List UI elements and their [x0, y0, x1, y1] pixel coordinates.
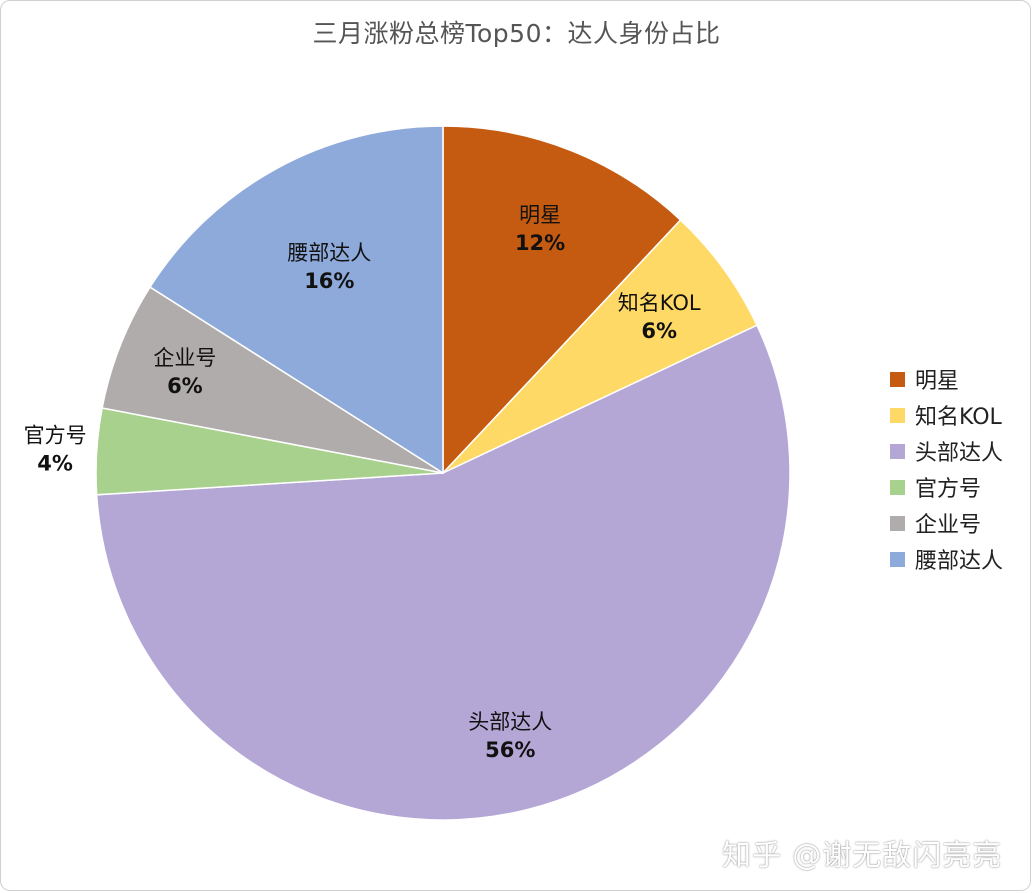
pie-slice-3: [95, 324, 791, 821]
watermark: 知乎 @谢无敌闪亮亮: [722, 838, 1003, 872]
slice-label-name-3: 头部达人: [468, 710, 552, 734]
chart-title: 三月涨粉总榜Top50：达人身份占比: [312, 19, 721, 48]
slice-label-value-2: 6%: [641, 319, 677, 343]
pie-slice-6: [148, 125, 444, 475]
legend-item-4: 官方号: [890, 469, 1003, 505]
legend-item-6: 腰部达人: [890, 541, 1003, 577]
legend-swatch-3: [890, 443, 905, 459]
pie-slice-1: [442, 125, 682, 475]
legend-label-1: 明星: [915, 369, 960, 394]
slice-label-value-4: 4%: [37, 452, 73, 476]
legend-swatch-4: [890, 479, 905, 495]
legend-swatch-1: [890, 371, 905, 387]
legend-label-2: 知名KOL: [915, 405, 1002, 430]
legend-label-4: 官方号: [915, 477, 982, 502]
chart-legend: 明星知名KOL 头部达人官方号企业号腰部达人: [890, 361, 1003, 577]
legend-item-3: 头部达人: [890, 433, 1003, 469]
legend-item-2: 知名KOL: [890, 397, 1003, 433]
legend-label-5: 企业号: [915, 513, 982, 538]
legend-label-3: 头部达人: [915, 441, 1004, 466]
slice-label-value-5: 6%: [167, 374, 203, 398]
legend-item-1: 明星: [890, 361, 1003, 397]
slice-label-value-1: 12%: [515, 231, 565, 255]
slice-label-name-6: 腰部达人: [287, 241, 371, 265]
legend-item-5: 企业号: [890, 505, 1003, 541]
pie-slice-2: [442, 218, 758, 474]
legend-swatch-5: [890, 515, 905, 531]
slice-label-name-4: 官方号: [24, 424, 87, 448]
slice-label-value-6: 16%: [304, 269, 354, 293]
slice-label-name-5: 企业号: [153, 346, 216, 370]
legend-swatch-2: [890, 407, 905, 423]
slice-label-value-3: 56%: [485, 738, 535, 762]
slice-label-name-2: 知名KOL: [618, 291, 701, 315]
legend-swatch-6: [890, 551, 905, 567]
slice-label-name-1: 明星: [519, 203, 561, 227]
legend-label-6: 腰部达人: [915, 549, 1004, 574]
pie-slice-5: [101, 286, 444, 474]
